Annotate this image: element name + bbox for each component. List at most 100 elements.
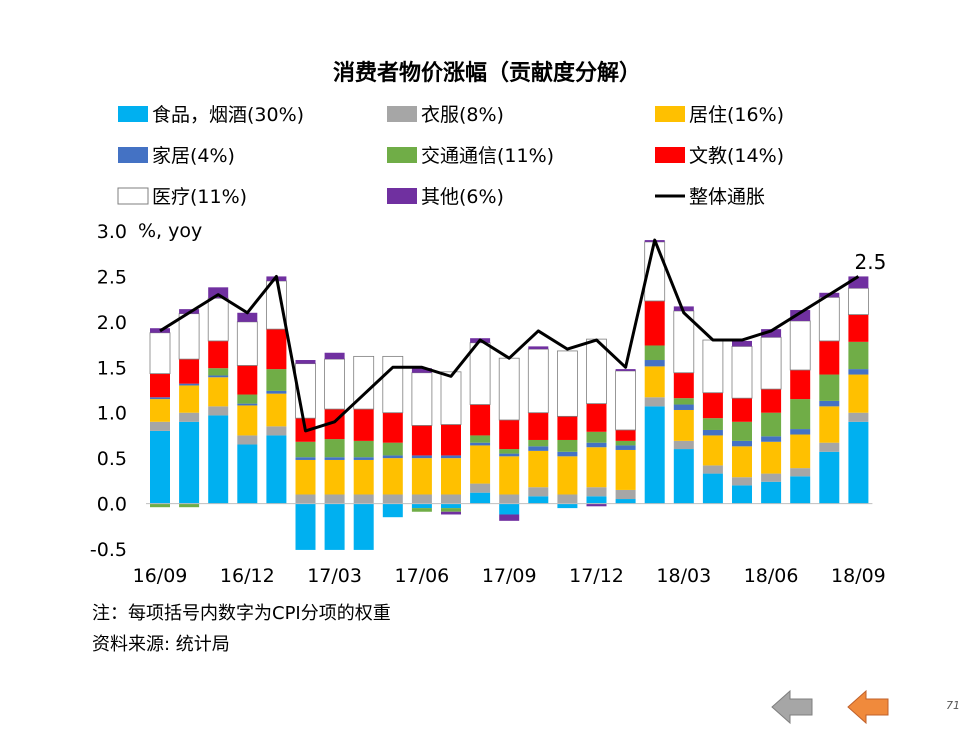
cpi-contribution-chart: 消费者物价涨幅（贡献度分解） 食品，烟酒(30%) 衣服(8%) 居住(16%) 家居(…	[90, 60, 886, 587]
x-tick-label: 17/06	[395, 565, 450, 587]
bar-segment	[848, 412, 869, 422]
bar-segment	[586, 503, 607, 507]
bar-segment	[382, 412, 403, 443]
bar-segment	[411, 458, 432, 495]
x-tick-label: 18/06	[744, 565, 799, 587]
bar-segment	[179, 421, 200, 504]
bar-segment	[324, 459, 345, 495]
legend-label: 交通通信(11%)	[421, 145, 554, 167]
y-tick-label: 2.5	[97, 266, 127, 288]
bar-segment	[237, 312, 258, 322]
bar-segment	[150, 373, 170, 398]
bar-segment	[236, 321, 258, 366]
bar-segment	[411, 455, 432, 459]
legend-swatch	[118, 147, 148, 163]
bar-segment	[819, 442, 840, 452]
bar-segment	[382, 442, 403, 456]
bar-segment	[150, 430, 170, 504]
y-tick-label: 1.0	[97, 403, 127, 425]
bar-segment	[208, 406, 229, 416]
y-tick-label: 0.5	[97, 448, 127, 470]
bar-segment	[324, 457, 345, 460]
bar-segment	[469, 342, 491, 405]
bar-segment	[818, 296, 840, 342]
bar-segment	[528, 487, 549, 497]
bar-segment	[411, 368, 432, 373]
bar-segment	[266, 369, 287, 391]
bar-segment	[411, 372, 433, 426]
bar-segment	[266, 329, 287, 370]
bar-segment	[470, 442, 491, 446]
bar-segment	[790, 476, 811, 504]
bar-segment	[295, 459, 316, 495]
bar-segment	[411, 425, 432, 456]
bar-segment	[702, 418, 723, 430]
bar-segment	[499, 503, 520, 515]
bar-segment	[382, 503, 403, 518]
bar-segment	[499, 456, 520, 495]
bar-segment	[208, 368, 229, 376]
bar-segment	[673, 440, 694, 450]
bar-segment	[819, 451, 840, 504]
legend-swatch	[118, 106, 148, 122]
bar-segment	[237, 365, 258, 395]
bar-segment	[790, 370, 811, 400]
y-tick-label: 1.5	[97, 357, 127, 379]
bar-segment	[789, 320, 811, 371]
source-note: 资料来源: 统计局	[92, 634, 230, 655]
bar-segment	[644, 397, 665, 407]
bar-segment	[441, 508, 461, 512]
bar-segment	[266, 393, 287, 427]
bar-segment	[586, 487, 607, 497]
bar-segment	[382, 494, 403, 504]
bar-segment	[179, 412, 200, 422]
bar-segment	[557, 456, 578, 495]
bar-segment	[673, 409, 694, 441]
bar-segment	[179, 503, 200, 508]
bar-segment	[732, 446, 752, 478]
bar-segment	[353, 440, 374, 458]
legend-label: 其他(6%)	[421, 186, 504, 208]
bar-segment	[266, 390, 287, 394]
legend-label: 医疗(11%)	[152, 186, 247, 208]
bar-segment	[295, 441, 316, 458]
bar-segment	[150, 421, 170, 431]
bar-segment	[702, 339, 724, 394]
bar-segment	[644, 360, 665, 367]
y-axis-label: %, yoy	[138, 220, 202, 242]
bar-segment	[615, 370, 636, 431]
bar-segment	[470, 445, 491, 484]
bar-segment	[208, 415, 229, 504]
bar-segment	[324, 439, 345, 458]
bar-segment	[586, 403, 607, 432]
bar-segment	[441, 511, 461, 515]
legend-swatch	[655, 147, 685, 163]
previous-slide-button[interactable]	[770, 689, 814, 725]
x-tick-label: 18/03	[656, 565, 711, 587]
bar-segment	[179, 385, 200, 413]
bar-segment	[266, 426, 287, 436]
bar-segment	[470, 483, 491, 493]
overall-inflation-line	[159, 238, 860, 433]
bar-segment	[673, 398, 694, 405]
bar-segment	[586, 338, 607, 405]
bar-segment	[353, 457, 374, 460]
bar-segment	[178, 313, 200, 360]
bar-segment	[324, 352, 345, 360]
bar-segment	[441, 455, 461, 459]
next-slide-button[interactable]	[846, 689, 890, 725]
bar-segment	[615, 499, 636, 504]
bar-segment	[528, 346, 549, 350]
bar-segment	[382, 458, 403, 495]
bar-segment	[761, 412, 782, 437]
bar-segment	[470, 435, 491, 443]
legend-label: 家居(4%)	[152, 145, 235, 167]
bar-segment	[557, 451, 578, 457]
legend-swatch	[387, 188, 417, 204]
bar-segment	[208, 377, 229, 407]
bar-segment	[848, 287, 869, 315]
bar-segment	[615, 449, 636, 490]
bar-segment	[499, 449, 520, 454]
bar-segment	[790, 399, 811, 430]
bar-segment	[790, 429, 811, 435]
